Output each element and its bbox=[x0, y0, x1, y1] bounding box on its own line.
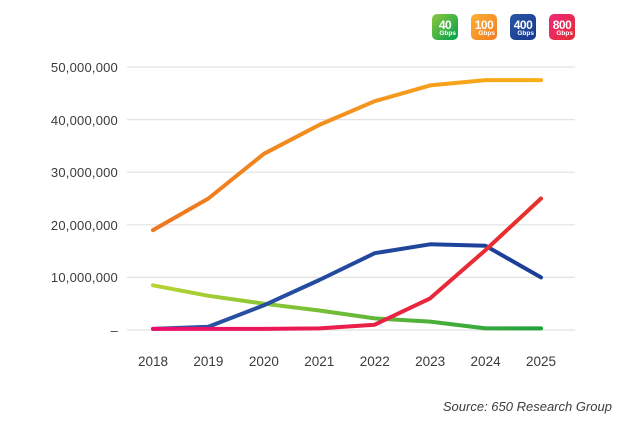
gridlines bbox=[127, 66, 575, 331]
x-axis-label: 2019 bbox=[193, 354, 224, 369]
legend-chip-800gbps: 800 Gbps bbox=[549, 14, 575, 40]
data-series bbox=[151, 78, 543, 331]
legend-chip-400gbps: 400 Gbps bbox=[510, 14, 536, 40]
x-axis-label: 2022 bbox=[359, 354, 390, 369]
y-axis-label: 20,000,000 bbox=[50, 217, 118, 233]
legend-chip-label: 100 bbox=[474, 17, 494, 32]
legend-chip-100gbps: 100 Gbps bbox=[471, 14, 497, 40]
legend-chip-unit: Gbps bbox=[556, 29, 573, 37]
legend-chip-unit: Gbps bbox=[517, 29, 534, 37]
y-axis-label: 30,000,000 bbox=[50, 165, 118, 181]
y-axis-label: 10,000,000 bbox=[50, 270, 118, 286]
legend-chip-label: 400 bbox=[513, 17, 533, 32]
series-line-800-gbps bbox=[151, 196, 543, 331]
series-line-100-gbps bbox=[151, 78, 543, 233]
source-note: Source: 650 Research Group bbox=[442, 399, 612, 414]
x-axis-label: 2024 bbox=[470, 354, 501, 369]
x-axis-label: 2018 bbox=[137, 354, 169, 369]
legend-chip-40gbps: 40 Gbps bbox=[432, 14, 458, 40]
legend-chip-label: 800 bbox=[552, 17, 572, 32]
legend-chip-unit: Gbps bbox=[439, 29, 456, 37]
x-axis-label: 2025 bbox=[525, 354, 557, 369]
y-axis-label: – bbox=[110, 323, 118, 338]
legend-chip-label: 40 bbox=[438, 17, 452, 32]
x-axis-label: 2021 bbox=[304, 354, 335, 369]
x-axis-label: 2023 bbox=[415, 354, 446, 369]
x-axis-label: 2020 bbox=[248, 354, 279, 369]
series-line-40-gbps bbox=[151, 283, 543, 331]
legend-chip-unit: Gbps bbox=[478, 29, 495, 37]
series-line-400-gbps bbox=[151, 242, 543, 331]
chart-legend: 40 Gbps 100 Gbps 400 Gbps 800 Gbps bbox=[432, 14, 575, 40]
y-axis-label: 50,000,000 bbox=[50, 60, 118, 75]
y-axis-label: 40,000,000 bbox=[50, 112, 118, 128]
